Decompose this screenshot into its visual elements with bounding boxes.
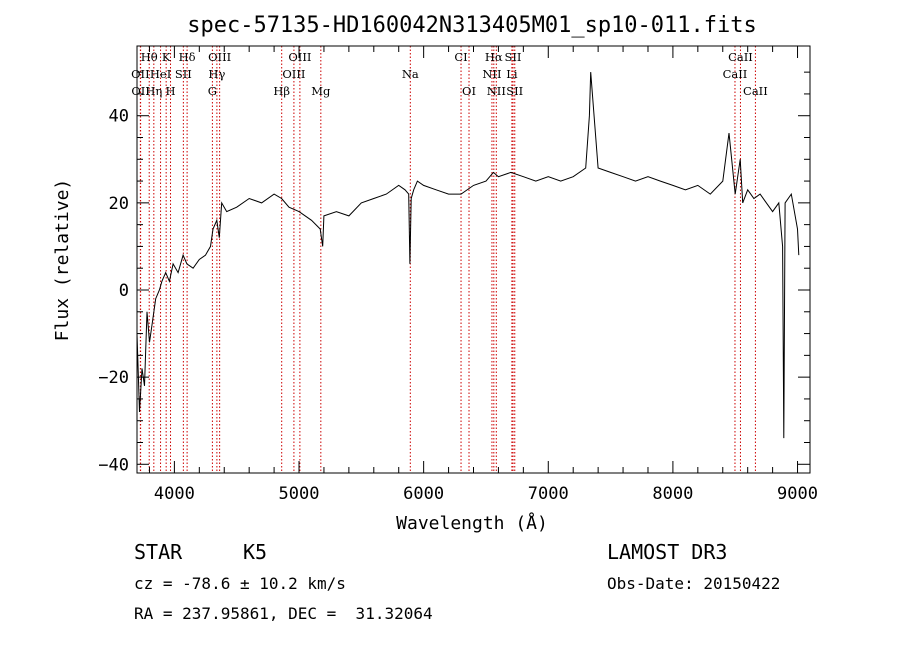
line-label: HeI xyxy=(150,67,171,81)
y-tick-label: 0 xyxy=(119,281,129,301)
survey-label: LAMOST DR3 xyxy=(607,540,728,564)
y-tick-label: −40 xyxy=(98,455,129,475)
line-label: Hθ xyxy=(141,50,158,64)
line-label: Hη xyxy=(145,84,162,98)
line-label: G xyxy=(208,84,217,98)
spectrum-line xyxy=(136,72,800,439)
x-tick-label: 8000 xyxy=(652,484,693,504)
chart-title: spec-57135-HD160042N313405M01_sp10-011.f… xyxy=(187,13,757,38)
line-label: SII xyxy=(175,67,192,81)
obs-date-text: Obs-Date: 20150422 xyxy=(607,574,781,593)
line-label: OIII xyxy=(208,50,231,64)
x-tick-label: 9000 xyxy=(777,484,818,504)
x-tick-label: 6000 xyxy=(403,484,444,504)
line-label: CI xyxy=(454,50,467,64)
y-tick-label: −20 xyxy=(98,368,129,388)
y-axis-label: Flux (relative) xyxy=(52,179,73,342)
x-axis: 4000 5000 6000 7000 8000 9000 xyxy=(148,46,818,504)
plot-frame xyxy=(136,45,811,474)
line-label: K xyxy=(162,50,171,64)
line-label: OII xyxy=(131,84,150,98)
line-label: OII xyxy=(131,67,150,81)
x-tick-label: 7000 xyxy=(528,484,569,504)
line-label: CaII xyxy=(728,50,753,64)
line-label: OIII xyxy=(288,50,311,64)
line-label: NII xyxy=(487,84,506,98)
line-label: Na xyxy=(402,67,419,81)
subclass-label: K5 xyxy=(243,540,268,564)
class-label: STAR xyxy=(134,540,183,564)
y-axis: −40 −20 0 20 40 xyxy=(98,71,810,475)
x-tick-label: 4000 xyxy=(154,484,195,504)
line-label: Hγ xyxy=(208,67,225,81)
line-label: SII xyxy=(505,50,522,64)
ra-dec-text: RA = 237.95861, DEC = 31.32064 xyxy=(134,604,433,623)
emission-line-markers xyxy=(139,46,756,473)
line-label: Hβ xyxy=(273,84,290,98)
line-label: SII xyxy=(506,84,523,98)
line-label: Mg xyxy=(311,84,331,98)
line-label: OI xyxy=(462,84,476,98)
line-label: CaII xyxy=(743,84,768,98)
x-axis-label: Wavelength (Å) xyxy=(396,512,548,534)
line-label: NII xyxy=(482,67,501,81)
line-label: OIII xyxy=(282,67,305,81)
line-label: Hα xyxy=(485,50,503,64)
line-label: Li xyxy=(506,67,518,81)
line-label: CaII xyxy=(723,67,748,81)
line-label: Hδ xyxy=(179,50,196,64)
y-tick-label: 20 xyxy=(109,194,129,214)
y-tick-label: 40 xyxy=(109,107,129,127)
line-label: H xyxy=(166,84,176,98)
redshift-text: cz = -78.6 ± 10.2 km/s xyxy=(134,574,346,593)
x-tick-label: 5000 xyxy=(279,484,320,504)
